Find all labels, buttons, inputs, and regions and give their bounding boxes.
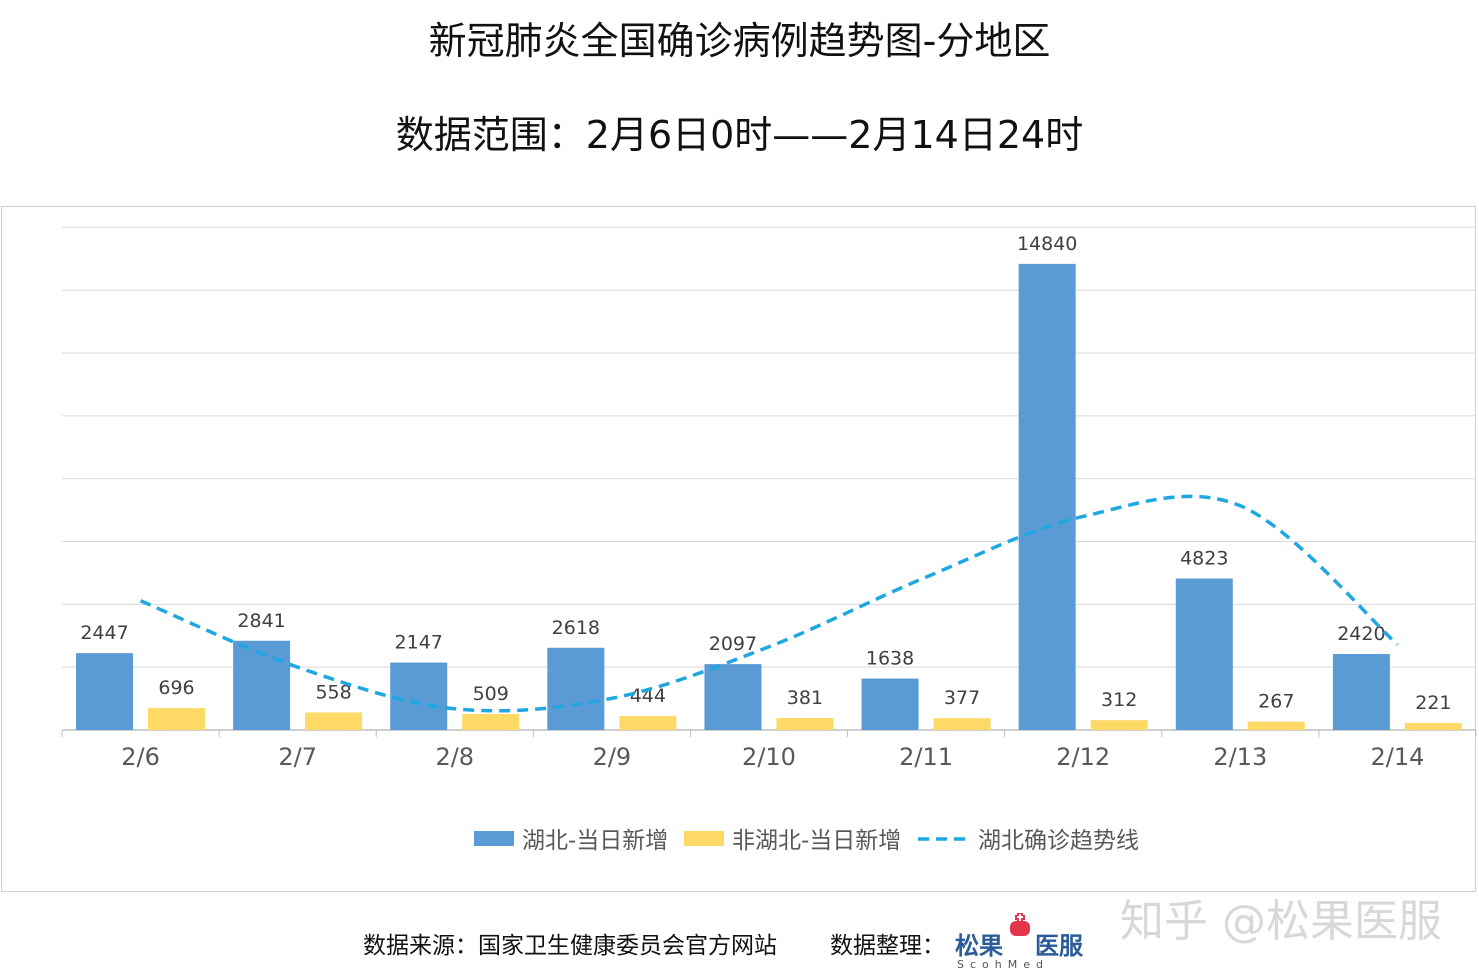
bar-hubei [233, 640, 291, 730]
data-source-note: 数据来源：国家卫生健康委员会官方网站 [363, 933, 777, 959]
bar-hubei [1018, 263, 1076, 730]
legend-non-hubei-label: 非湖北-当日新增 [732, 828, 901, 854]
x-tick-label: 2/13 [1213, 743, 1267, 771]
data-label-non-hubei: 312 [1101, 689, 1137, 711]
bar-hubei [547, 647, 605, 730]
bar-non-hubei [462, 714, 520, 730]
bar-hubei [76, 653, 133, 730]
chart-area: 2447 696 2/6 2841 558 2/7 2147 509 2/8 2618 444 2/9… [1, 206, 1477, 892]
data-label-hubei: 2420 [1337, 623, 1385, 645]
chart-title: 新冠肺炎全国确诊病例趋势图-分地区 [428, 19, 1051, 63]
data-label-hubei: 2841 [237, 610, 285, 632]
x-tick-label: 2/7 [278, 743, 317, 771]
legend-hubei-label: 湖北-当日新增 [522, 828, 668, 854]
zhihu-watermark: 知乎 @松果医服 [1120, 896, 1442, 947]
scohmed-logo: 松果 医服 ScohMed [955, 912, 1085, 972]
data-label-hubei: 2618 [552, 617, 600, 639]
data-label-non-hubei: 558 [315, 681, 351, 703]
data-label-non-hubei: 267 [1258, 691, 1294, 713]
data-label-non-hubei: 444 [630, 685, 666, 707]
heart-cross-icon [1010, 913, 1030, 936]
trendline-hubei [139, 494, 1399, 713]
data-label-hubei: 2147 [395, 632, 443, 654]
bar-non-hubei [933, 718, 991, 730]
data-label-non-hubei: 509 [473, 683, 509, 705]
logo-text-right: 医服 [1035, 932, 1083, 960]
bar-hubei [1175, 578, 1233, 730]
bar-hubei [704, 664, 762, 730]
legend-hubei-swatch [474, 831, 514, 846]
x-tick-label: 2/9 [593, 743, 632, 771]
bar-non-hubei [1404, 723, 1462, 730]
bar-non-hubei [619, 716, 677, 730]
data-label-non-hubei: 221 [1415, 692, 1451, 714]
x-tick-label: 2/6 [121, 743, 160, 771]
data-organizer-label: 数据整理： [830, 933, 945, 959]
legend-trendline-label: 湖北确诊趋势线 [978, 828, 1139, 854]
chart-canvas: 2447 696 2/6 2841 558 2/7 2147 509 2/8 2618 444 2/9… [61, 226, 1477, 854]
data-label-non-hubei: 377 [944, 687, 980, 709]
x-tick-label: 2/8 [435, 743, 474, 771]
bar-non-hubei [1247, 721, 1305, 730]
chart-subtitle: 数据范围：2月6日0时——2月14日24时 [395, 113, 1084, 157]
logo-subtext: ScohMed [957, 958, 1049, 971]
bar-non-hubei [148, 708, 205, 730]
bar-non-hubei [305, 712, 363, 730]
x-tick-label: 2/11 [899, 743, 953, 771]
bar-non-hubei [1090, 720, 1148, 730]
data-label-hubei: 1638 [866, 648, 914, 670]
data-label-hubei: 14840 [1017, 233, 1077, 255]
legend-non-hubei-swatch [684, 831, 724, 846]
data-label-non-hubei: 696 [158, 677, 194, 699]
logo-text-left: 松果 [955, 932, 1003, 960]
bar-hubei [861, 678, 919, 730]
x-tick-label: 2/14 [1370, 743, 1424, 771]
bar-hubei [1332, 653, 1390, 730]
data-label-hubei: 4823 [1180, 548, 1228, 570]
bar-hubei [390, 662, 448, 730]
data-label-hubei: 2097 [709, 633, 757, 655]
x-tick-label: 2/10 [742, 743, 796, 771]
data-label-non-hubei: 381 [787, 687, 823, 709]
bar-non-hubei [776, 718, 834, 730]
data-label-hubei: 2447 [80, 622, 128, 644]
x-tick-label: 2/12 [1056, 743, 1110, 771]
